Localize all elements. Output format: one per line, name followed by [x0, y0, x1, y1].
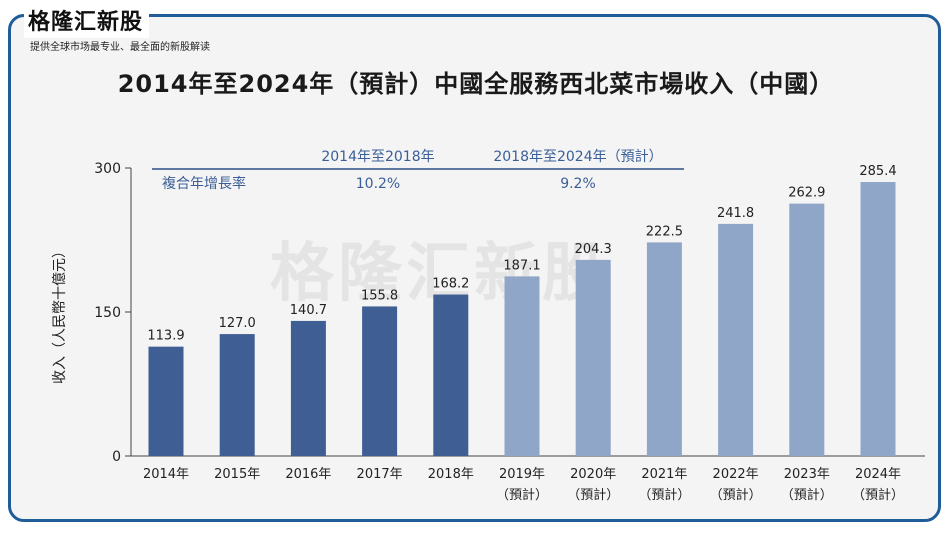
bar: [433, 294, 469, 456]
data-label: 262.9: [788, 186, 825, 201]
x-tick-note: （預計）: [496, 487, 548, 503]
bar: [362, 306, 398, 456]
x-tick-note: （預計）: [567, 487, 619, 503]
data-label: 140.7: [290, 303, 327, 318]
x-tick-note: （預計）: [852, 487, 904, 503]
cagr-column-header: 2014年至2018年: [321, 149, 434, 165]
brand-tagline: 提供全球市场最专业、最全面的新股解读: [30, 38, 210, 53]
data-label: 168.2: [432, 277, 469, 292]
cagr-table: 2014年至2018年 10.2% 2018年至2024年（預計） 9.2% 複合年增長…: [152, 149, 684, 192]
cagr-row-label: 複合年增長率: [162, 175, 246, 192]
x-tick-label: 2023年: [784, 467, 830, 482]
data-label: 222.5: [646, 224, 683, 239]
x-tick-note: （預計）: [710, 487, 762, 503]
y-tick-label: 150: [94, 305, 121, 321]
bar: [290, 320, 326, 456]
chart-bars: [148, 182, 896, 457]
bar: [860, 182, 896, 457]
data-label: 127.0: [219, 316, 256, 331]
y-tick-label: 0: [112, 449, 121, 465]
cagr-column-header: 2018年至2024年（預計）: [493, 149, 662, 165]
data-label: 285.4: [859, 164, 896, 179]
bar: [646, 242, 682, 456]
bar: [219, 334, 255, 456]
x-tick-label: 2015年: [214, 467, 260, 482]
bar: [718, 223, 754, 456]
x-tick-label: 2021年: [641, 467, 687, 482]
x-tick-label: 2020年: [570, 467, 616, 482]
x-tick-label: 2014年: [143, 467, 189, 482]
bar: [504, 276, 540, 456]
chart-title: 2014年至2024年（預計）中國全服務西北菜市場收入（中國）: [117, 70, 835, 98]
x-tick-label: 2022年: [713, 467, 759, 482]
bar: [789, 203, 825, 456]
x-tick-label: 2019年: [499, 467, 545, 482]
data-label: 204.3: [575, 242, 612, 257]
bar: [575, 259, 611, 456]
data-label: 241.8: [717, 206, 754, 221]
x-tick-label: 2018年: [428, 467, 474, 482]
x-tick-label: 2024年: [855, 467, 901, 482]
data-label: 113.9: [147, 329, 184, 344]
y-tick-label: 300: [94, 161, 121, 177]
y-axis-title: 收入（人民幣十億元）: [52, 244, 68, 384]
data-label: 187.1: [503, 258, 540, 273]
chart-labels: 113.9 2014年 127.0 2015年 140.7 2016年 155.8 2017年…: [143, 164, 904, 503]
x-tick-label: 2017年: [357, 467, 403, 482]
x-tick-label: 2016年: [285, 467, 331, 482]
cagr-value: 9.2%: [560, 176, 596, 192]
bar: [148, 346, 184, 456]
brand-logo: 格隆汇新股: [24, 2, 150, 38]
x-tick-note: （預計）: [638, 487, 690, 503]
x-tick-note: （預計）: [781, 487, 833, 503]
cagr-value: 10.2%: [356, 176, 400, 192]
data-label: 155.8: [361, 288, 398, 303]
